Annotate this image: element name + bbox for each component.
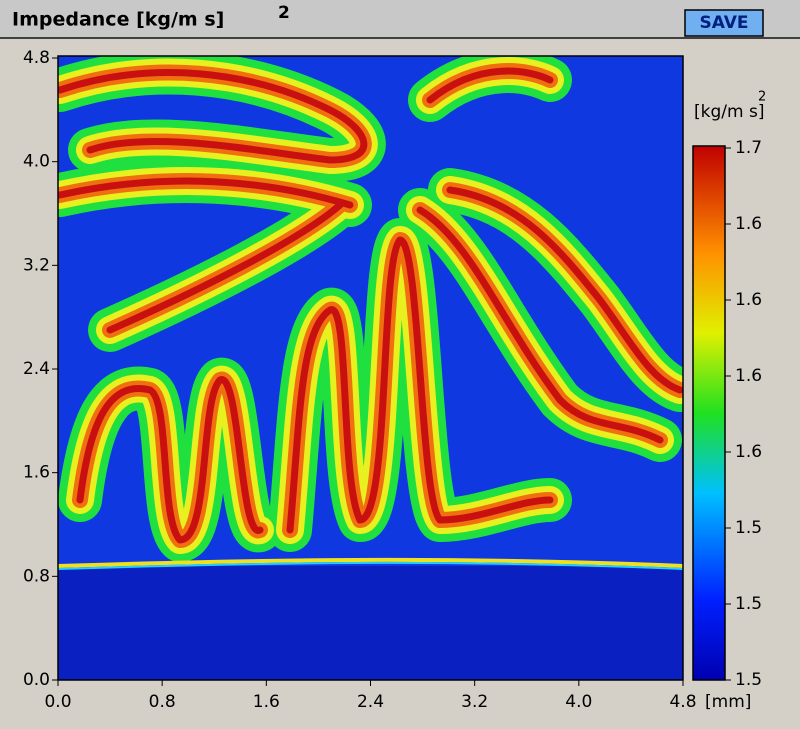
x-tick-label: 4.8 xyxy=(669,692,696,712)
tissue-fold xyxy=(426,67,554,104)
y-tick-label: 2.4 xyxy=(23,359,50,379)
y-tick-label: 0.8 xyxy=(23,566,50,586)
colorbar-tick-label: 1.6 xyxy=(735,442,762,462)
x-unit: [mm] xyxy=(705,692,751,712)
colorbar-tick-label: 1.5 xyxy=(735,670,762,690)
y-tick-label: 0.0 xyxy=(23,670,50,690)
colorbar-label: [kg/m s] xyxy=(694,102,764,122)
colorbar-tick-label: 1.6 xyxy=(735,290,762,310)
y-tick-label: 4.0 xyxy=(23,152,50,172)
colorbar-superscript: 2 xyxy=(758,90,766,105)
x-tick-label: 3.2 xyxy=(461,692,488,712)
tissue-fold xyxy=(416,206,664,444)
save-button[interactable] xyxy=(684,9,764,37)
tissue-fold xyxy=(286,236,444,534)
save-button-label[interactable]: SAVE xyxy=(699,13,748,33)
tissue-fold xyxy=(446,186,683,394)
colorbar xyxy=(692,145,726,681)
colorbar-tick-label: 1.5 xyxy=(735,594,762,614)
axes: 0.0 0.8 1.6 2.4 3.2 4.0 4.8 [mm] 0.0 0.8 1.6 2.4 3.2… xyxy=(23,48,762,712)
tissue-fold xyxy=(436,496,554,524)
colorbar-tick-label: 1.6 xyxy=(735,214,762,234)
x-tick-label: 0.8 xyxy=(149,692,176,712)
x-tick-label: 2.4 xyxy=(357,692,384,712)
colorbar-tick-label: 1.7 xyxy=(735,138,762,158)
x-tick-label: 1.6 xyxy=(253,692,280,712)
header xyxy=(0,0,800,38)
y-tick-label: 4.8 xyxy=(23,48,50,68)
colorbar-tick-label: 1.6 xyxy=(735,366,762,386)
tissue-fold xyxy=(58,177,354,209)
y-tick-label: 3.2 xyxy=(23,255,50,275)
heatmap-image xyxy=(58,56,683,680)
title: Impedance [kg/m s] xyxy=(12,9,224,31)
tissue-fold xyxy=(58,69,368,164)
x-tick-label: 0.0 xyxy=(44,692,71,712)
tissue-fold xyxy=(106,201,344,334)
y-tick-label: 1.6 xyxy=(23,463,50,483)
x-tick-label: 4.0 xyxy=(565,692,592,712)
title-superscript: 2 xyxy=(278,3,290,23)
tissue-fold xyxy=(76,376,264,544)
colorbar-tick-label: 1.5 xyxy=(735,518,762,538)
